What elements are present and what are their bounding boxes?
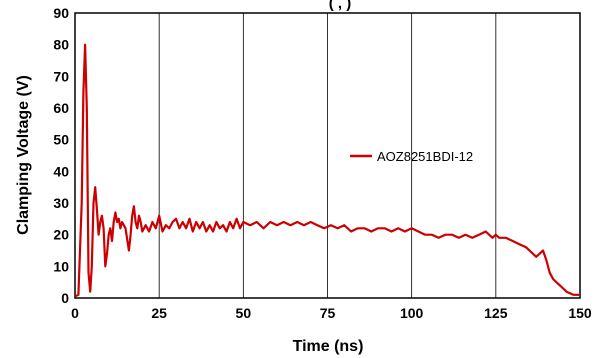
y-tick-label: 20 (53, 227, 69, 243)
x-tick-label: 25 (151, 305, 167, 321)
y-tick-label: 50 (53, 132, 69, 148)
y-tick-label: 90 (53, 5, 69, 21)
x-tick-label: 150 (568, 305, 592, 321)
y-axis-ticks: 0 10 20 30 40 50 60 70 80 90 (53, 5, 69, 306)
series-group (74, 43, 580, 298)
y-tick-label: 0 (61, 290, 69, 306)
y-tick-label: 10 (53, 258, 69, 274)
series-line (74, 43, 580, 298)
legend: AOZ8251BDI-12 (350, 149, 473, 164)
y-axis-title: Clamping Voltage (V) (15, 75, 32, 235)
y-tick-label: 40 (53, 163, 69, 179)
x-tick-label: 50 (236, 305, 252, 321)
chart-title-partial: ( , ) (329, 0, 352, 12)
legend-label: AOZ8251BDI-12 (377, 149, 473, 164)
y-tick-label: 60 (53, 100, 69, 116)
plot-frame (74, 12, 581, 299)
x-tick-label: 0 (71, 305, 79, 321)
y-tick-label: 80 (53, 37, 69, 53)
x-tick-label: 75 (320, 305, 336, 321)
x-axis-ticks: 0 25 50 75 100 125 150 (71, 305, 592, 321)
y-tick-label: 70 (53, 68, 69, 84)
grid (158, 13, 497, 298)
x-axis-title: Time (ns) (293, 338, 364, 355)
x-tick-label: 125 (484, 305, 508, 321)
y-tick-label: 30 (53, 195, 69, 211)
x-tick-label: 100 (400, 305, 424, 321)
